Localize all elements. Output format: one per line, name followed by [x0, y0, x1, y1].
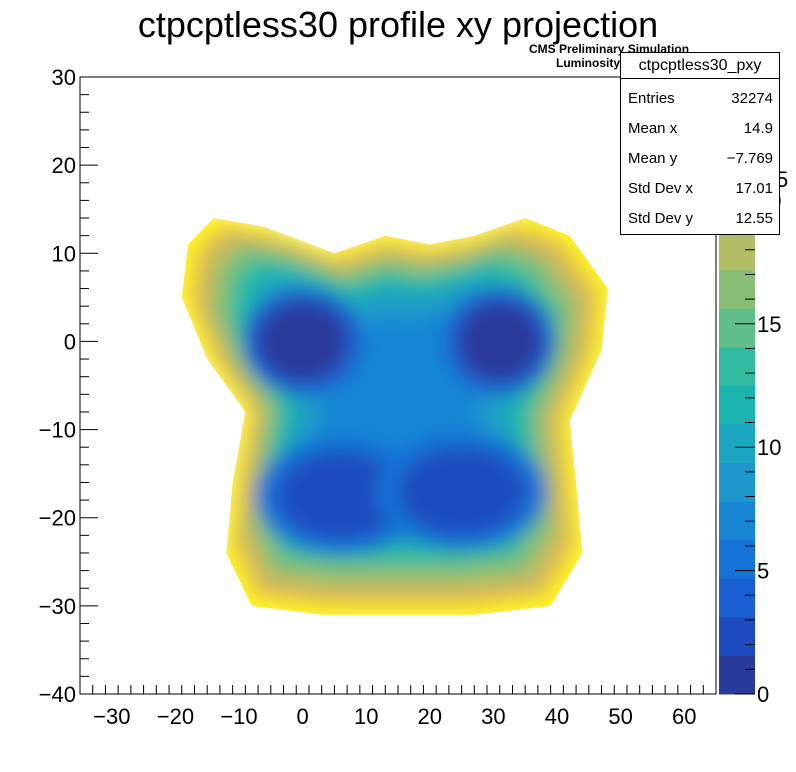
- x-tick-label: 40: [545, 704, 569, 729]
- y-tick-label: 20: [52, 153, 76, 178]
- stats-value: 14.9: [743, 120, 773, 137]
- color-bar-segment: [719, 655, 755, 695]
- heatmap-minimum: [258, 301, 348, 382]
- stats-value: 12.55: [735, 210, 773, 227]
- stats-label: Std Dev x: [628, 180, 694, 197]
- heatmap-minimum: [398, 447, 526, 536]
- heatmap-minimum: [458, 301, 542, 382]
- heatmap-body: [181, 218, 608, 615]
- x-tick-label: 50: [608, 704, 632, 729]
- y-tick-label: −30: [39, 594, 76, 619]
- x-tick-label: 30: [481, 704, 505, 729]
- color-bar-segment: [719, 578, 755, 618]
- z-tick-label: 15: [757, 312, 781, 337]
- stats-label: Mean y: [628, 150, 678, 167]
- stats-label: Std Dev y: [628, 210, 694, 227]
- stats-box: ctpcptless30_pxy Entries 32274 Mean x 14…: [620, 52, 780, 235]
- stats-value: −7.769: [726, 150, 773, 167]
- y-tick-label: 10: [52, 241, 76, 266]
- stats-row-entries: Entries 32274: [621, 84, 779, 114]
- y-tick-label: 0: [64, 329, 76, 354]
- x-axis: −30 −20 −10 0 10 20 30 40 50 60: [79, 685, 717, 729]
- stats-label: Entries: [628, 90, 675, 107]
- z-tick-label: 0: [757, 682, 769, 707]
- x-tick-label: −10: [220, 704, 257, 729]
- x-tick-label: 0: [296, 704, 308, 729]
- stats-row-std-dev-y: Std Dev y 12.55: [621, 204, 779, 234]
- y-tick-label: −40: [39, 682, 76, 707]
- x-tick-label: 60: [672, 704, 696, 729]
- stats-row-std-dev-x: Std Dev x 17.01: [621, 174, 779, 204]
- stats-value: 17.01: [735, 180, 773, 197]
- color-bar-segment: [719, 308, 755, 348]
- color-bar-segment: [719, 346, 755, 386]
- stats-row-mean-y: Mean y −7.769: [621, 144, 779, 174]
- heatmap-cells: [181, 218, 608, 615]
- color-bar-segment: [719, 462, 755, 502]
- y-tick-label: −20: [39, 506, 76, 531]
- y-axis: −40 −30 −20 −10 0 10 20 30: [39, 65, 98, 707]
- y-tick-label: −10: [39, 418, 76, 443]
- color-bar-segment: [719, 616, 755, 656]
- color-bar-segment: [719, 231, 755, 271]
- color-bar-segment: [719, 385, 755, 425]
- color-bar-segment: [719, 269, 755, 309]
- x-tick-label: −20: [157, 704, 194, 729]
- heatmap-minimum: [277, 451, 405, 540]
- x-tick-label: 10: [354, 704, 378, 729]
- color-bar-segment: [719, 424, 755, 464]
- y-tick-label: 30: [52, 65, 76, 90]
- stats-histogram-name: ctpcptless30_pxy: [621, 53, 779, 79]
- z-tick-label: 5: [757, 559, 769, 584]
- x-tick-label: −30: [93, 704, 130, 729]
- stats-value: 32274: [731, 90, 773, 107]
- color-bar-segment: [719, 501, 755, 541]
- chart-title: ctpcptless30 profile xy projection: [137, 4, 659, 45]
- stats-label: Mean x: [628, 120, 678, 137]
- stats-row-mean-x: Mean x 14.9: [621, 114, 779, 144]
- x-tick-label: 20: [418, 704, 442, 729]
- z-tick-label: 10: [757, 435, 781, 460]
